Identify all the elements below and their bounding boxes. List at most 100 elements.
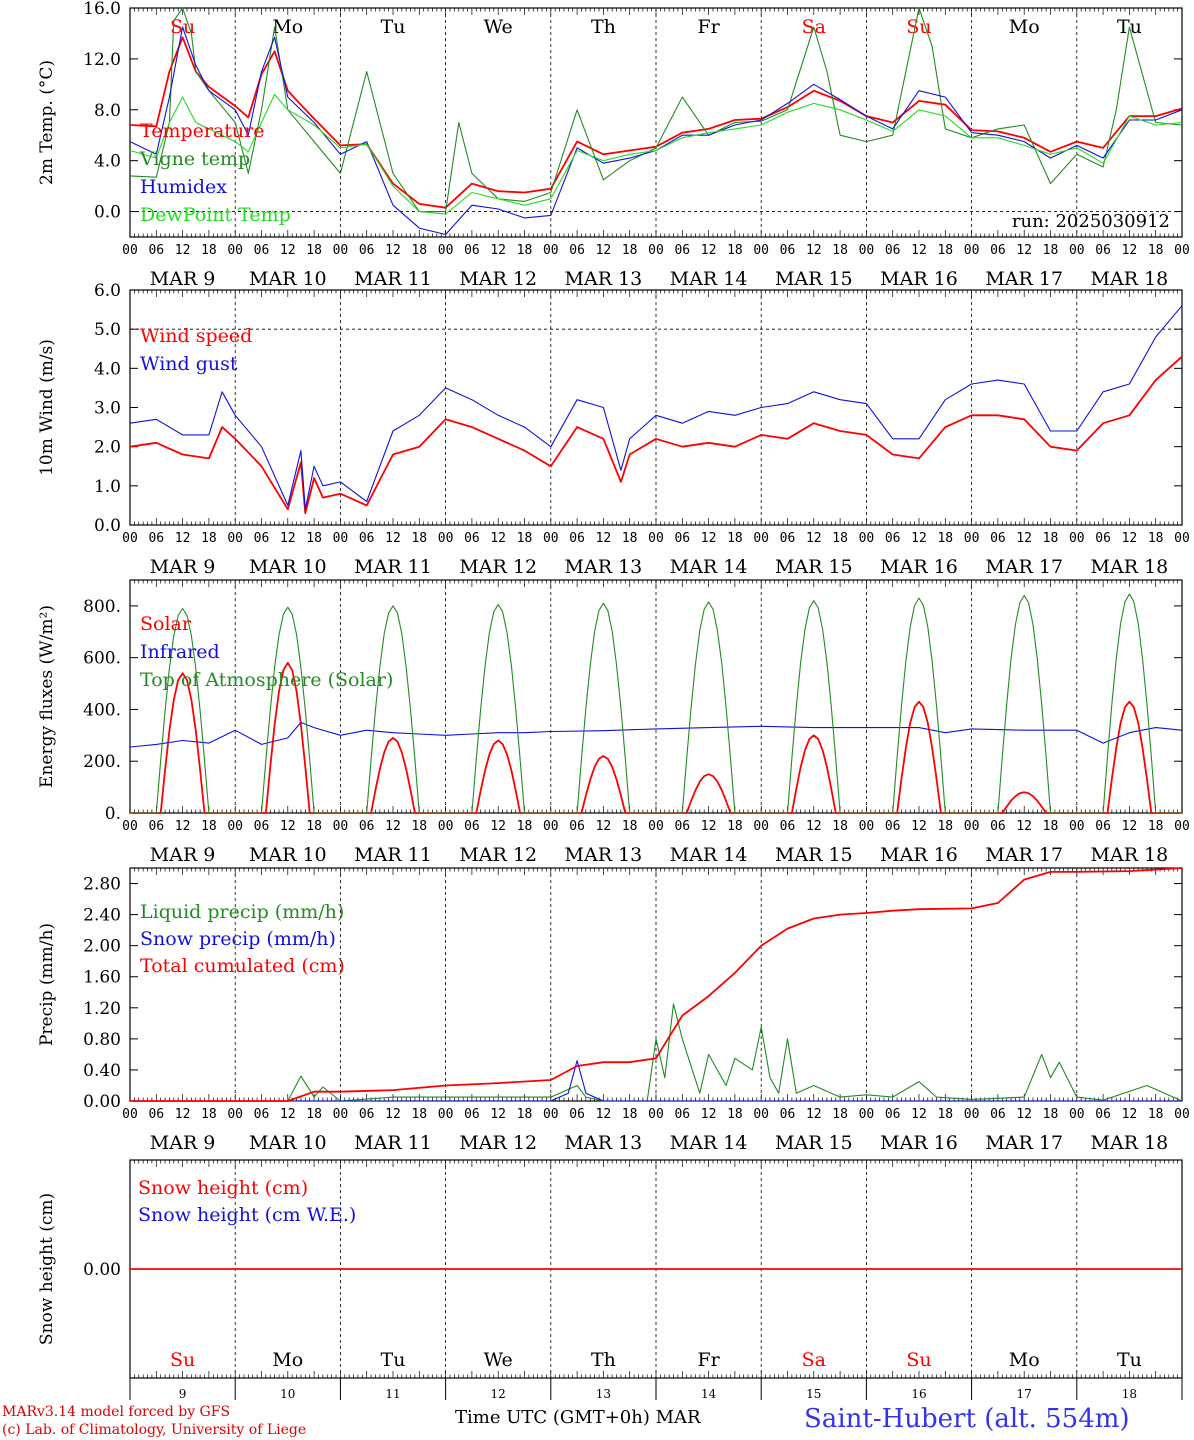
hour-tick-label: 06 [885, 531, 901, 546]
date-label: MAR 17 [985, 1132, 1063, 1154]
hour-tick-label: 00 [543, 819, 559, 834]
hour-tick-label: 00 [859, 243, 875, 258]
date-label: MAR 16 [880, 844, 958, 866]
y-tick-label: 0.40 [83, 1061, 121, 1081]
series-line [130, 867, 1183, 1102]
x-ticks [129, 290, 1183, 525]
legend-entry: DewPoint Temp [140, 204, 291, 226]
day-number-label: 13 [596, 1387, 611, 1401]
date-label: MAR 17 [985, 556, 1063, 578]
series-line [129, 721, 1183, 748]
hour-tick-label: 18 [622, 819, 638, 834]
weekday-label: Mo [272, 16, 303, 38]
date-label: MAR 11 [354, 268, 432, 290]
weekday-label: Th [591, 16, 616, 38]
date-label: MAR 10 [249, 844, 327, 866]
series-line [129, 26, 1183, 236]
y-tick-label: 600. [83, 649, 121, 669]
hour-tick-label: 06 [1095, 243, 1111, 258]
hour-tick-label: 12 [1122, 243, 1138, 258]
y-tick-label: 3.0 [94, 399, 121, 419]
date-label: MAR 9 [150, 556, 216, 578]
date-label: MAR 10 [249, 556, 327, 578]
series-line [129, 7, 1183, 213]
x-ticks [129, 580, 1183, 813]
hour-tick-label: 06 [359, 819, 375, 834]
hour-tick-label: 06 [464, 819, 480, 834]
series-line [129, 355, 1183, 515]
hour-tick-label: 00 [1174, 819, 1190, 834]
y-tick-label: 200. [83, 752, 121, 772]
hour-tick-label: 18 [1148, 243, 1164, 258]
date-label: MAR 17 [985, 268, 1063, 290]
hour-tick-label: 00 [648, 531, 664, 546]
weekday-label: Su [906, 16, 931, 38]
date-label: MAR 14 [670, 1132, 748, 1154]
hour-tick-label: 12 [911, 1107, 927, 1122]
run-label: run: 2025030912 [1012, 211, 1170, 232]
hour-tick-label: 00 [543, 243, 559, 258]
date-label: MAR 9 [150, 844, 216, 866]
hour-tick-label: 00 [227, 1107, 243, 1122]
hour-tick-label: 18 [517, 243, 533, 258]
legend-entry: Vigne temp [139, 148, 250, 170]
y-tick-label: 4.0 [94, 359, 121, 379]
hour-tick-label: 12 [490, 819, 506, 834]
hour-tick-label: 12 [1016, 819, 1032, 834]
day-number-label: 18 [1122, 1387, 1137, 1401]
hour-tick-label: 06 [569, 819, 585, 834]
y-tick-label: 4.0 [94, 152, 121, 172]
hour-tick-label: 00 [333, 1107, 349, 1122]
hour-tick-label: 06 [780, 243, 796, 258]
hour-tick-label: 18 [937, 243, 953, 258]
hour-tick-label: 00 [122, 243, 138, 258]
hour-tick-label: 06 [990, 1107, 1006, 1122]
hour-tick-label: 18 [306, 531, 322, 546]
y-tick-label: 2.40 [83, 906, 121, 926]
hour-tick-label: 18 [937, 531, 953, 546]
hour-tick-label: 18 [517, 531, 533, 546]
hour-tick-label: 06 [885, 243, 901, 258]
date-label: MAR 10 [249, 268, 327, 290]
hour-tick-label: 00 [648, 1107, 664, 1122]
hour-tick-label: 12 [1016, 1107, 1032, 1122]
hour-tick-label: 12 [490, 531, 506, 546]
hour-tick-label: 12 [596, 819, 612, 834]
date-label: MAR 14 [670, 844, 748, 866]
hour-tick-label: 06 [359, 1107, 375, 1122]
hour-tick-label: 12 [1122, 1107, 1138, 1122]
hour-tick-label: 06 [990, 243, 1006, 258]
hour-tick-label: 12 [385, 531, 401, 546]
hour-tick-label: 18 [306, 819, 322, 834]
y-tick-label: 2.00 [83, 937, 121, 957]
hour-tick-label: 18 [727, 243, 743, 258]
hour-tick-label: 12 [806, 243, 822, 258]
hour-tick-label: 00 [859, 531, 875, 546]
date-label: MAR 11 [354, 556, 432, 578]
legend-entry: Wind speed [140, 325, 252, 347]
hour-tick-label: 00 [964, 819, 980, 834]
hour-tick-label: 06 [569, 531, 585, 546]
hour-tick-label: 00 [964, 243, 980, 258]
hour-tick-label: 06 [1095, 531, 1111, 546]
hour-tick-label: 06 [1095, 1107, 1111, 1122]
hour-tick-label: 06 [148, 1107, 164, 1122]
weekday-label: Su [906, 1349, 931, 1371]
day-number-label: 14 [701, 1387, 717, 1401]
date-label: MAR 18 [1091, 844, 1169, 866]
date-label: MAR 14 [670, 556, 748, 578]
y-tick-label: 400. [83, 700, 121, 720]
day-number-label: 17 [1017, 1387, 1032, 1401]
y-tick-label: 0.0 [94, 203, 121, 223]
panel-1: 0.0 4.0 8.0 12.0 16.0 2m Temp. (°C) 00 06 12 18 MA… [37, 0, 1190, 290]
legend-entry: Liquid precip (mm/h) [140, 901, 344, 923]
weekday-label: Mo [272, 1349, 303, 1371]
hour-tick-label: 18 [832, 531, 848, 546]
hour-tick-label: 18 [832, 819, 848, 834]
hour-tick-label: 00 [438, 531, 454, 546]
panel-4: 0.00 0.40 0.80 1.20 1.60 2.00 2.40 2.80 Precip (… [37, 867, 1190, 1154]
y-axis-label: 2m Temp. (°C) [37, 60, 57, 185]
date-label: MAR 12 [459, 268, 537, 290]
hour-tick-label: 18 [832, 1107, 848, 1122]
weekday-label: We [484, 16, 513, 38]
